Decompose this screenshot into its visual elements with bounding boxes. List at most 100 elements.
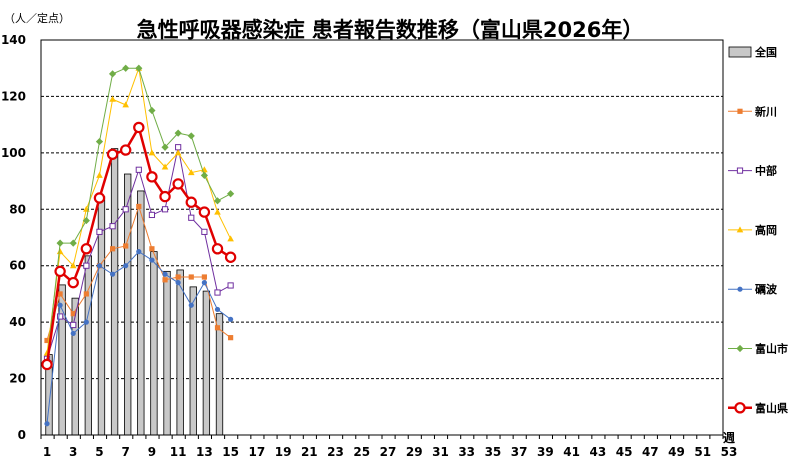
point-礪波-week-9 xyxy=(149,257,155,263)
point-中部-week-14 xyxy=(214,289,221,296)
point-富山市-week-13 xyxy=(200,171,208,180)
x-tick-label: 27 xyxy=(380,445,397,459)
x-tick-label: 21 xyxy=(301,445,318,459)
point-新川-week-9 xyxy=(149,246,155,252)
legend-marker xyxy=(737,286,743,292)
legend-marker xyxy=(736,167,744,174)
legend-marker xyxy=(734,402,746,414)
legend-item-新川: 新川 xyxy=(728,104,777,118)
x-tick-label: 47 xyxy=(642,445,659,459)
point-高岡-week-3 xyxy=(69,262,77,269)
bar-week-4 xyxy=(84,255,92,436)
point-富山県-week-3 xyxy=(67,276,79,289)
point-富山県-week-9 xyxy=(146,171,158,183)
point-新川-week-4 xyxy=(83,291,89,297)
point-中部-week-2 xyxy=(57,313,64,320)
y-tick-label: 100 xyxy=(1,146,26,160)
x-tick-label: 17 xyxy=(248,445,265,459)
point-新川-week-3 xyxy=(70,311,76,317)
x-tick-label: 35 xyxy=(485,445,502,459)
legend-item-富山県: 富山県 xyxy=(728,401,788,415)
point-礪波-week-7 xyxy=(123,263,129,269)
x-tick-label: 1 xyxy=(43,445,51,459)
series-中部 xyxy=(43,144,234,362)
x-axis-ticks: 1 3 5 7 9 11 13 15 17 19 21 23 25 27 29 31 33 35 37 39 41 43 4… xyxy=(40,435,738,459)
x-tick-label: 53 xyxy=(721,445,738,459)
point-中部-week-11 xyxy=(175,144,182,151)
point-富山市-week-5 xyxy=(95,137,104,146)
y-tick-label: 140 xyxy=(1,33,26,47)
point-新川-week-2 xyxy=(57,291,63,297)
point-富山県-week-13 xyxy=(198,206,211,218)
legend-label: 高岡 xyxy=(755,223,777,237)
legend-item-高岡: 高岡 xyxy=(728,223,777,237)
y-tick-label: 0 xyxy=(18,428,26,442)
point-礪波-week-13 xyxy=(201,280,207,286)
point-中部-week-6 xyxy=(109,223,116,230)
legend-marker xyxy=(736,226,744,233)
series-礪波 xyxy=(44,249,234,427)
bar-week-11 xyxy=(176,269,184,436)
point-富山市-week-6 xyxy=(108,70,117,78)
legend-label: 中部 xyxy=(755,164,777,178)
x-tick-label: 5 xyxy=(95,445,103,459)
x-tick-label: 33 xyxy=(458,445,475,459)
point-礪波-week-11 xyxy=(175,280,181,286)
x-tick-label: 39 xyxy=(537,445,554,459)
x-tick-label: 23 xyxy=(327,445,344,459)
bar-week-14 xyxy=(215,313,224,436)
y-axis-ticks: 0 20 40 60 80 100 120 140 xyxy=(1,33,26,442)
y-tick-label: 40 xyxy=(9,315,26,329)
legend-item-中部: 中部 xyxy=(728,164,777,178)
point-中部-week-5 xyxy=(96,228,103,235)
point-新川-week-10 xyxy=(162,277,168,283)
point-礪波-week-4 xyxy=(83,319,89,325)
point-富山県-week-8 xyxy=(133,121,145,134)
point-富山市-week-8 xyxy=(135,64,143,72)
point-新川-week-12 xyxy=(188,274,194,280)
point-富山県-week-14 xyxy=(211,243,224,255)
point-富山県-week-6 xyxy=(106,148,119,160)
legend-label: 富山市 xyxy=(755,342,788,356)
x-tick-label: 3 xyxy=(69,445,77,459)
point-新川-week-15 xyxy=(228,335,234,341)
bar-week-12 xyxy=(189,286,197,436)
point-中部-week-10 xyxy=(161,206,169,213)
point-新川-week-1 xyxy=(44,337,50,344)
point-礪波-week-14 xyxy=(214,306,221,313)
point-新川-week-13 xyxy=(201,274,207,280)
x-tick-label: 51 xyxy=(694,445,711,459)
bar-week-8 xyxy=(137,190,145,436)
point-高岡-week-2 xyxy=(56,248,64,255)
point-新川-week-6 xyxy=(109,246,116,252)
point-高岡-week-9 xyxy=(148,149,156,156)
legend-label: 富山県 xyxy=(755,401,788,415)
point-富山市-week-2 xyxy=(56,239,64,247)
chart-title: 急性呼吸器感染症 患者報告数推移（富山県2026年） xyxy=(137,18,644,42)
point-富山県-week-10 xyxy=(159,190,171,203)
point-中部-week-4 xyxy=(83,262,90,269)
point-富山県-week-2 xyxy=(54,265,66,278)
x-tick-label: 25 xyxy=(353,445,370,459)
x-tick-label: 7 xyxy=(122,445,130,459)
point-富山市-week-7 xyxy=(122,64,130,72)
point-礪波-week-10 xyxy=(162,271,168,277)
legend-label: 全国 xyxy=(754,45,777,59)
legend-item-富山市: 富山市 xyxy=(728,342,788,356)
point-富山県-week-1 xyxy=(41,358,53,371)
point-高岡-week-7 xyxy=(122,101,129,108)
point-富山市-week-11 xyxy=(174,129,182,137)
legend-marker xyxy=(737,108,743,114)
point-礪波-week-5 xyxy=(96,263,103,269)
x-tick-label: 13 xyxy=(196,445,213,459)
bar-week-3 xyxy=(71,297,79,436)
point-高岡-week-12 xyxy=(187,169,195,176)
point-礪波-week-8 xyxy=(136,249,142,255)
point-富山市-week-4 xyxy=(82,216,90,225)
point-富山県-week-4 xyxy=(80,243,93,255)
point-中部-week-9 xyxy=(148,211,156,219)
point-礪波-week-15 xyxy=(228,316,234,322)
point-中部-week-13 xyxy=(201,228,208,235)
point-高岡-week-14 xyxy=(214,208,221,215)
point-高岡-week-6 xyxy=(109,95,116,102)
